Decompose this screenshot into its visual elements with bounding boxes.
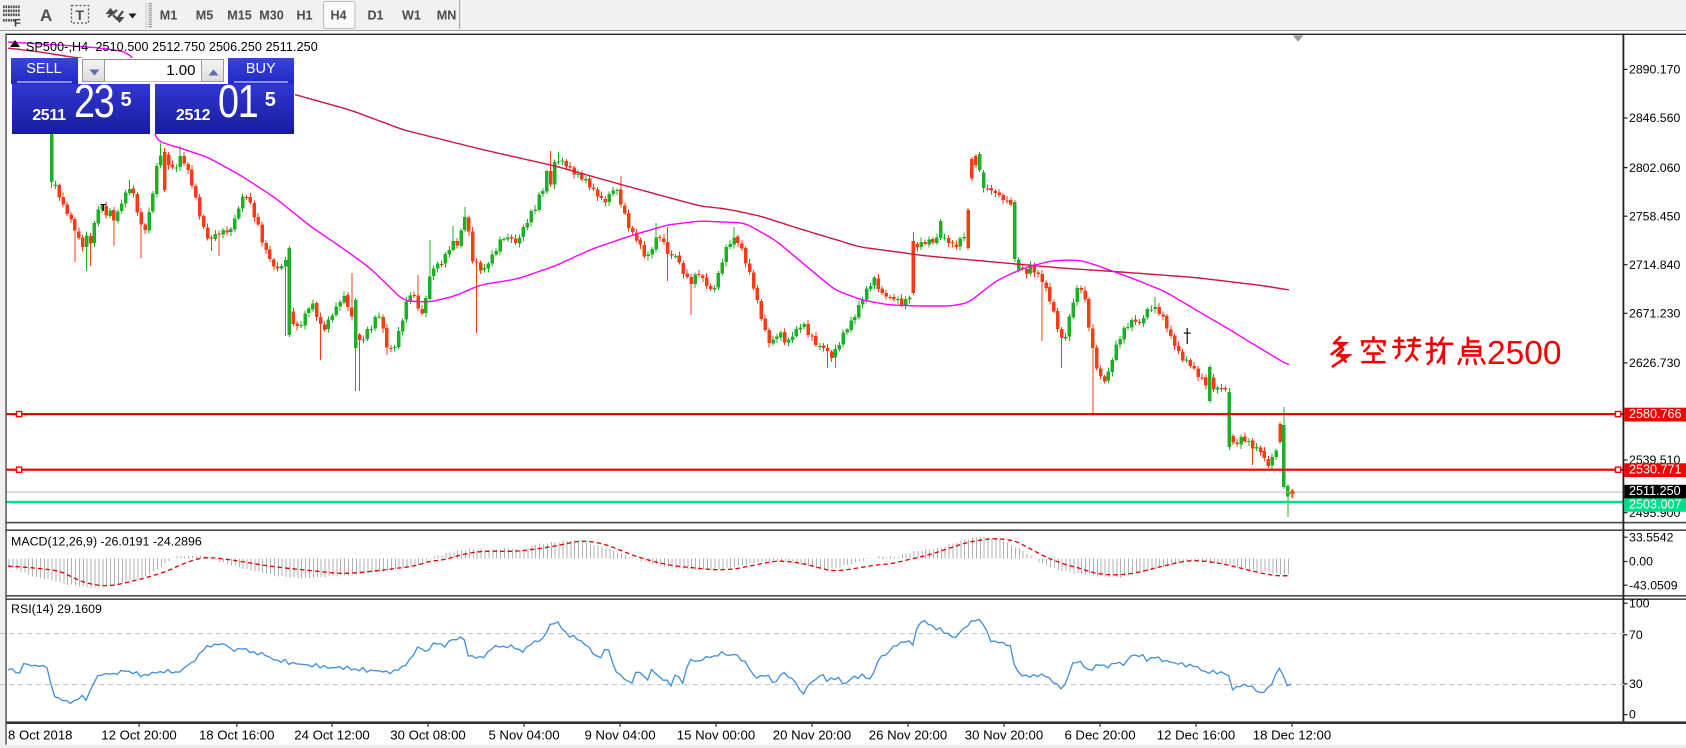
svg-text:MACD(12,26,9) -26.0191 -24.289: MACD(12,26,9) -26.0191 -24.2896 [11,535,202,549]
svg-text:20 Nov 20:00: 20 Nov 20:00 [773,727,851,742]
svg-text:A: A [40,6,52,25]
svg-text:5 Nov 04:00: 5 Nov 04:00 [488,727,559,742]
svg-text:2626.730: 2626.730 [1629,356,1680,370]
svg-text:70: 70 [1629,628,1643,642]
svg-text:2758.450: 2758.450 [1629,209,1680,223]
svg-text:MN: MN [437,9,457,23]
svg-text:M30: M30 [259,9,284,23]
svg-text:30 Nov 20:00: 30 Nov 20:00 [965,727,1043,742]
svg-text:12 Dec 16:00: 12 Dec 16:00 [1157,727,1235,742]
svg-text:2511.250: 2511.250 [1629,484,1681,498]
svg-text:2503.007: 2503.007 [1629,497,1682,511]
svg-text:2530.771: 2530.771 [1629,463,1682,477]
svg-text:18 Dec 12:00: 18 Dec 12:00 [1253,727,1331,742]
svg-text:2580.766: 2580.766 [1629,407,1682,421]
svg-text:9 Nov 04:00: 9 Nov 04:00 [584,727,655,742]
svg-text:0.00: 0.00 [1629,555,1653,569]
svg-text:30: 30 [1629,677,1643,691]
svg-text:D1: D1 [367,9,383,23]
svg-text:100: 100 [1629,596,1650,610]
svg-text:F: F [14,18,21,30]
svg-text:W1: W1 [402,9,421,23]
svg-text:24 Oct 12:00: 24 Oct 12:00 [294,727,370,742]
svg-text:T: T [100,203,106,214]
svg-text:H4: H4 [330,9,346,23]
svg-text:-43.0509: -43.0509 [1629,578,1678,592]
svg-text:18 Oct 16:00: 18 Oct 16:00 [199,727,275,742]
svg-text:30 Oct 08:00: 30 Oct 08:00 [390,727,466,742]
svg-text:M15: M15 [227,9,252,23]
svg-text:33.5542: 33.5542 [1629,530,1674,544]
svg-text:12 Oct 20:00: 12 Oct 20:00 [101,727,177,742]
svg-text:2846.560: 2846.560 [1629,111,1680,125]
svg-text:2671.230: 2671.230 [1629,307,1680,321]
svg-text:2890.170: 2890.170 [1629,63,1680,77]
svg-text:15 Nov 00:00: 15 Nov 00:00 [677,727,755,742]
svg-text:M1: M1 [160,9,178,23]
svg-text:RSI(14) 29.1609: RSI(14) 29.1609 [11,602,102,616]
svg-text:2714.840: 2714.840 [1629,258,1680,272]
svg-text:0: 0 [1629,708,1636,722]
svg-text:T: T [76,7,85,23]
svg-text:2500: 2500 [1487,335,1562,372]
svg-text:8 Oct 2018: 8 Oct 2018 [8,727,73,742]
svg-text:2802.060: 2802.060 [1629,161,1680,175]
svg-text:26 Nov 20:00: 26 Nov 20:00 [869,727,947,742]
svg-text:M5: M5 [196,9,214,23]
svg-text:6 Dec 20:00: 6 Dec 20:00 [1064,727,1135,742]
svg-text:H1: H1 [296,9,312,23]
